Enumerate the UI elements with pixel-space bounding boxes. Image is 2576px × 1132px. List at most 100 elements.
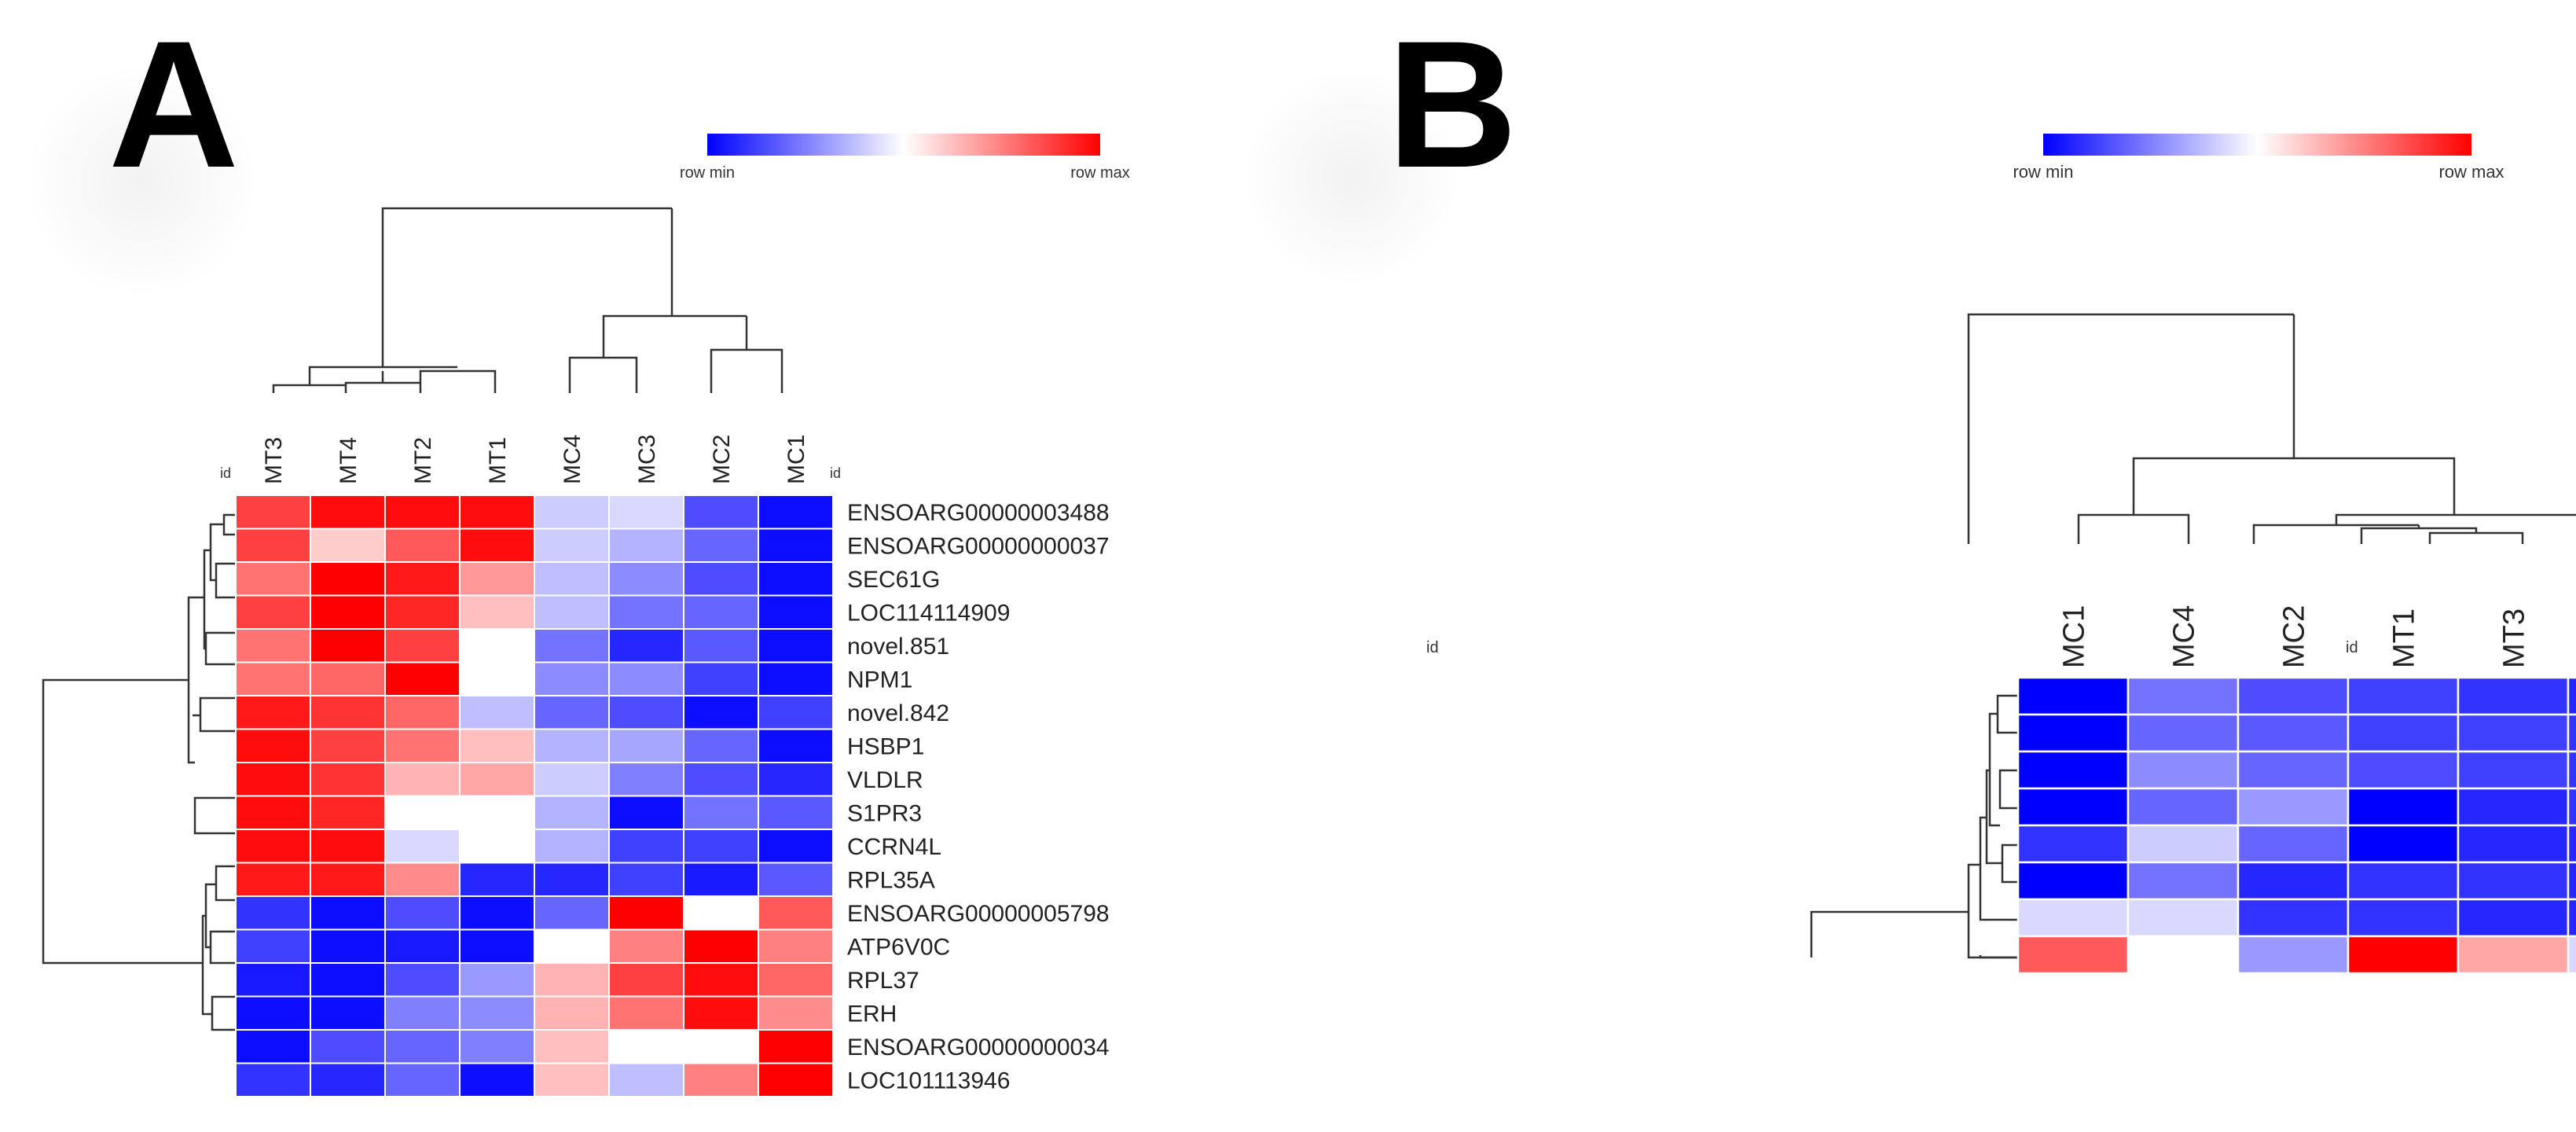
- heatmap-cell: [235, 728, 311, 763]
- corner-label-left: id: [1426, 639, 1439, 656]
- row-label: LOC101113946: [847, 1068, 1010, 1093]
- heatmap-cell: [459, 895, 535, 931]
- heatmap-cell: [608, 895, 684, 931]
- heatmap-cell: [2567, 824, 2576, 864]
- heatmap-cell: [683, 494, 759, 530]
- heatmap-cell: [534, 628, 610, 663]
- heatmap-cell: [384, 895, 461, 931]
- heatmap-cell: [534, 695, 610, 730]
- heatmap-cell: [534, 728, 610, 763]
- panel-letter: B: [1387, 3, 1518, 205]
- heatmap-cell: [235, 1029, 311, 1064]
- heatmap-cell: [758, 995, 834, 1031]
- heatmap-cell: [608, 1062, 684, 1097]
- heatmap-cell: [2126, 676, 2240, 716]
- heatmap-cell: [459, 1029, 535, 1064]
- corner-label-left: id: [220, 465, 231, 481]
- heatmap-cell: [758, 527, 834, 563]
- heatmap-cell: [310, 829, 386, 864]
- row-label: novel.842: [847, 700, 949, 726]
- heatmap-cell: [608, 628, 684, 663]
- heatmap-cell: [2126, 787, 2240, 827]
- heatmap-cell: [235, 962, 311, 998]
- heatmap-cell: [384, 527, 461, 563]
- colorscale-bar: [2043, 134, 2471, 156]
- heatmap-cell: [758, 1029, 834, 1064]
- row-label: ERH: [847, 1001, 897, 1027]
- heatmap-cell: [310, 561, 386, 597]
- heatmap-cell: [534, 1029, 610, 1064]
- heatmap-cell: [2237, 935, 2350, 975]
- heatmap-cell: [459, 928, 535, 964]
- column-label: MC4: [560, 435, 585, 484]
- heatmap-cell: [310, 494, 386, 530]
- heatmap-cell: [758, 661, 834, 696]
- heatmap-cell: [758, 695, 834, 730]
- heatmap-cell: [310, 594, 386, 630]
- heatmap-cell: [235, 928, 311, 964]
- heatmap-cell: [2347, 935, 2460, 975]
- heatmap-cell: [608, 494, 684, 530]
- heatmap-cell: [310, 895, 386, 931]
- heatmap-cell: [608, 728, 684, 763]
- heatmap-cell: [459, 695, 535, 730]
- heatmap-cell: [683, 561, 759, 597]
- heatmap-cell: [459, 762, 535, 797]
- heatmap-cell: [384, 494, 461, 530]
- heatmap-cell: [384, 995, 461, 1031]
- heatmap-cell: [310, 928, 386, 964]
- heatmap-cell: [2126, 713, 2240, 753]
- heatmap-cell: [2347, 824, 2460, 864]
- heatmap-cell: [310, 962, 386, 998]
- row-label: ATP6V0C: [847, 934, 950, 960]
- heatmap-cell: [2126, 861, 2240, 901]
- heatmap-cell: [235, 762, 311, 797]
- heatmap-cell: [608, 862, 684, 897]
- heatmap-a: row min row max id id: [42, 134, 1130, 1097]
- heatmap-cell: [608, 527, 684, 563]
- heatmap-cell: [2126, 935, 2240, 975]
- heatmap-cell: [683, 1062, 759, 1097]
- heatmap-grid: [2016, 676, 2576, 975]
- heatmap-cell: [683, 1029, 759, 1064]
- row-label: RPL35A: [847, 867, 935, 893]
- heatmap-cell: [2457, 713, 2570, 753]
- heatmap-cell: [2016, 935, 2130, 975]
- heatmap-cell: [683, 762, 759, 797]
- heatmap-cell: [459, 561, 535, 597]
- heatmap-cell: [310, 795, 386, 830]
- heatmap-cell: [2567, 898, 2576, 938]
- row-dendrogram: [42, 513, 236, 1031]
- heatmap-cell: [534, 995, 610, 1031]
- heatmap-cell: [235, 628, 311, 663]
- heatmap-cell: [2016, 898, 2130, 938]
- heatmap-cell: [2567, 787, 2576, 827]
- column-label: MT1: [485, 437, 511, 484]
- column-label: MC4: [2167, 605, 2200, 668]
- heatmap-cell: [384, 862, 461, 897]
- corner-label-right: id: [2346, 639, 2358, 656]
- heatmap-cell: [683, 728, 759, 763]
- heatmap-cell: [459, 527, 535, 563]
- heatmap-cell: [2347, 787, 2460, 827]
- heatmap-cell: [235, 494, 311, 530]
- heatmap-cell: [384, 561, 461, 597]
- heatmap-cell: [384, 795, 461, 830]
- heatmap-cell: [2347, 676, 2460, 716]
- heatmap-cell: [2567, 935, 2576, 975]
- heatmap-cell: [534, 494, 610, 530]
- heatmap-cell: [2016, 787, 2130, 827]
- heatmap-cell: [459, 962, 535, 998]
- row-label: ENSOARG00000000034: [847, 1035, 1110, 1060]
- heatmap-cell: [683, 661, 759, 696]
- heatmap-cell: [758, 628, 834, 663]
- column-labels: MC1MC4MC2MT1MT3MT4MT2MC3: [2057, 605, 2530, 668]
- heatmap-cell: [235, 1062, 311, 1097]
- heatmap-cell: [683, 995, 759, 1031]
- heatmap-cell: [2016, 713, 2130, 753]
- row-label: HSBP1: [847, 733, 924, 759]
- row-label: ENSOARG00000000037: [847, 533, 1110, 559]
- heatmap-cell: [534, 829, 610, 864]
- heatmap-cell: [758, 862, 834, 897]
- heatmap-cell: [384, 1062, 461, 1097]
